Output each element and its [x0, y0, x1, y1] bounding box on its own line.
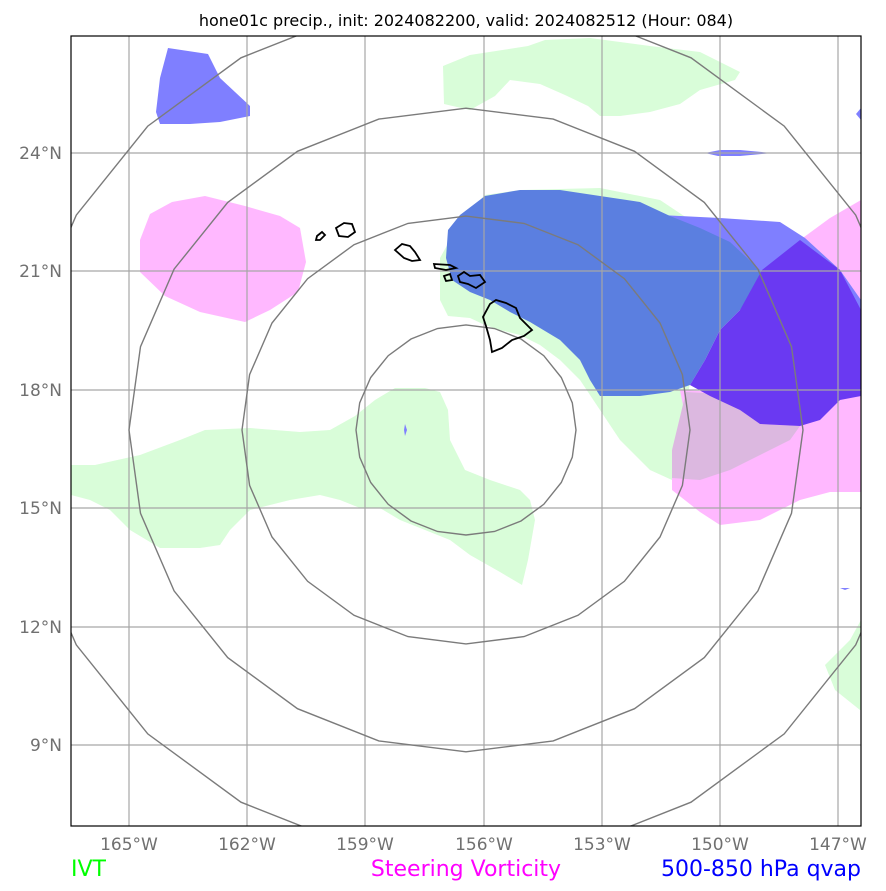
ivt-region-north: [443, 38, 740, 116]
island-niihau: [314, 230, 327, 241]
longitude-label: 165°W: [100, 835, 158, 855]
island-hawaii: [482, 299, 534, 354]
latitude-label: 21°N: [19, 262, 62, 282]
range-ring: [128, 107, 804, 753]
longitude-label: 159°W: [336, 835, 394, 855]
island-lanai: [442, 272, 454, 283]
hawaiian-islands: [314, 222, 534, 354]
latitude-label: 12°N: [19, 618, 62, 638]
qvap-region-speck-east: [856, 108, 861, 120]
latitude-label: 9°N: [30, 736, 62, 756]
longitude-label: 147°W: [809, 835, 867, 855]
latitude-label: 15°N: [19, 499, 62, 519]
qvap-region-speck-south: [840, 588, 850, 590]
island-kauai: [334, 222, 357, 238]
legend-qvap: 500-850 hPa qvap: [661, 857, 861, 882]
legend-steering-vorticity: Steering Vorticity: [371, 857, 561, 882]
range-ring: [241, 215, 691, 645]
island-maui: [456, 270, 487, 290]
longitude-label: 156°W: [455, 835, 513, 855]
map-frame: [70, 35, 862, 827]
range-ring: [355, 324, 577, 536]
longitude-labels: 165°W 162°W 159°W 156°W 153°W 150°W 147°W: [100, 835, 867, 855]
vorticity-region-west: [140, 196, 306, 322]
qvap-region-main: [446, 190, 770, 396]
legend-ivt: IVT: [71, 857, 107, 882]
map-area: [71, 36, 861, 826]
island-oahu: [393, 243, 422, 262]
longitude-label: 150°W: [691, 835, 749, 855]
ivt-region-central: [71, 388, 535, 585]
longitude-label: 153°W: [573, 835, 631, 855]
latitude-label: 18°N: [19, 381, 62, 401]
longitude-label: 162°W: [218, 835, 276, 855]
figure-title: hone01c precip., init: 2024082200, valid…: [199, 11, 733, 30]
ivt-region-southeast: [825, 620, 861, 710]
range-ring: [71, 36, 861, 826]
island-molokai: [432, 263, 459, 271]
latitude-label: 24°N: [19, 144, 62, 164]
qvap-region-core: [690, 240, 861, 426]
latitude-labels: 24°N 21°N 18°N 15°N 12°N 9°N: [19, 144, 62, 756]
range-rings: [71, 36, 861, 826]
qvap-region-speck-center: [404, 424, 407, 436]
overlap-region: [672, 392, 800, 480]
